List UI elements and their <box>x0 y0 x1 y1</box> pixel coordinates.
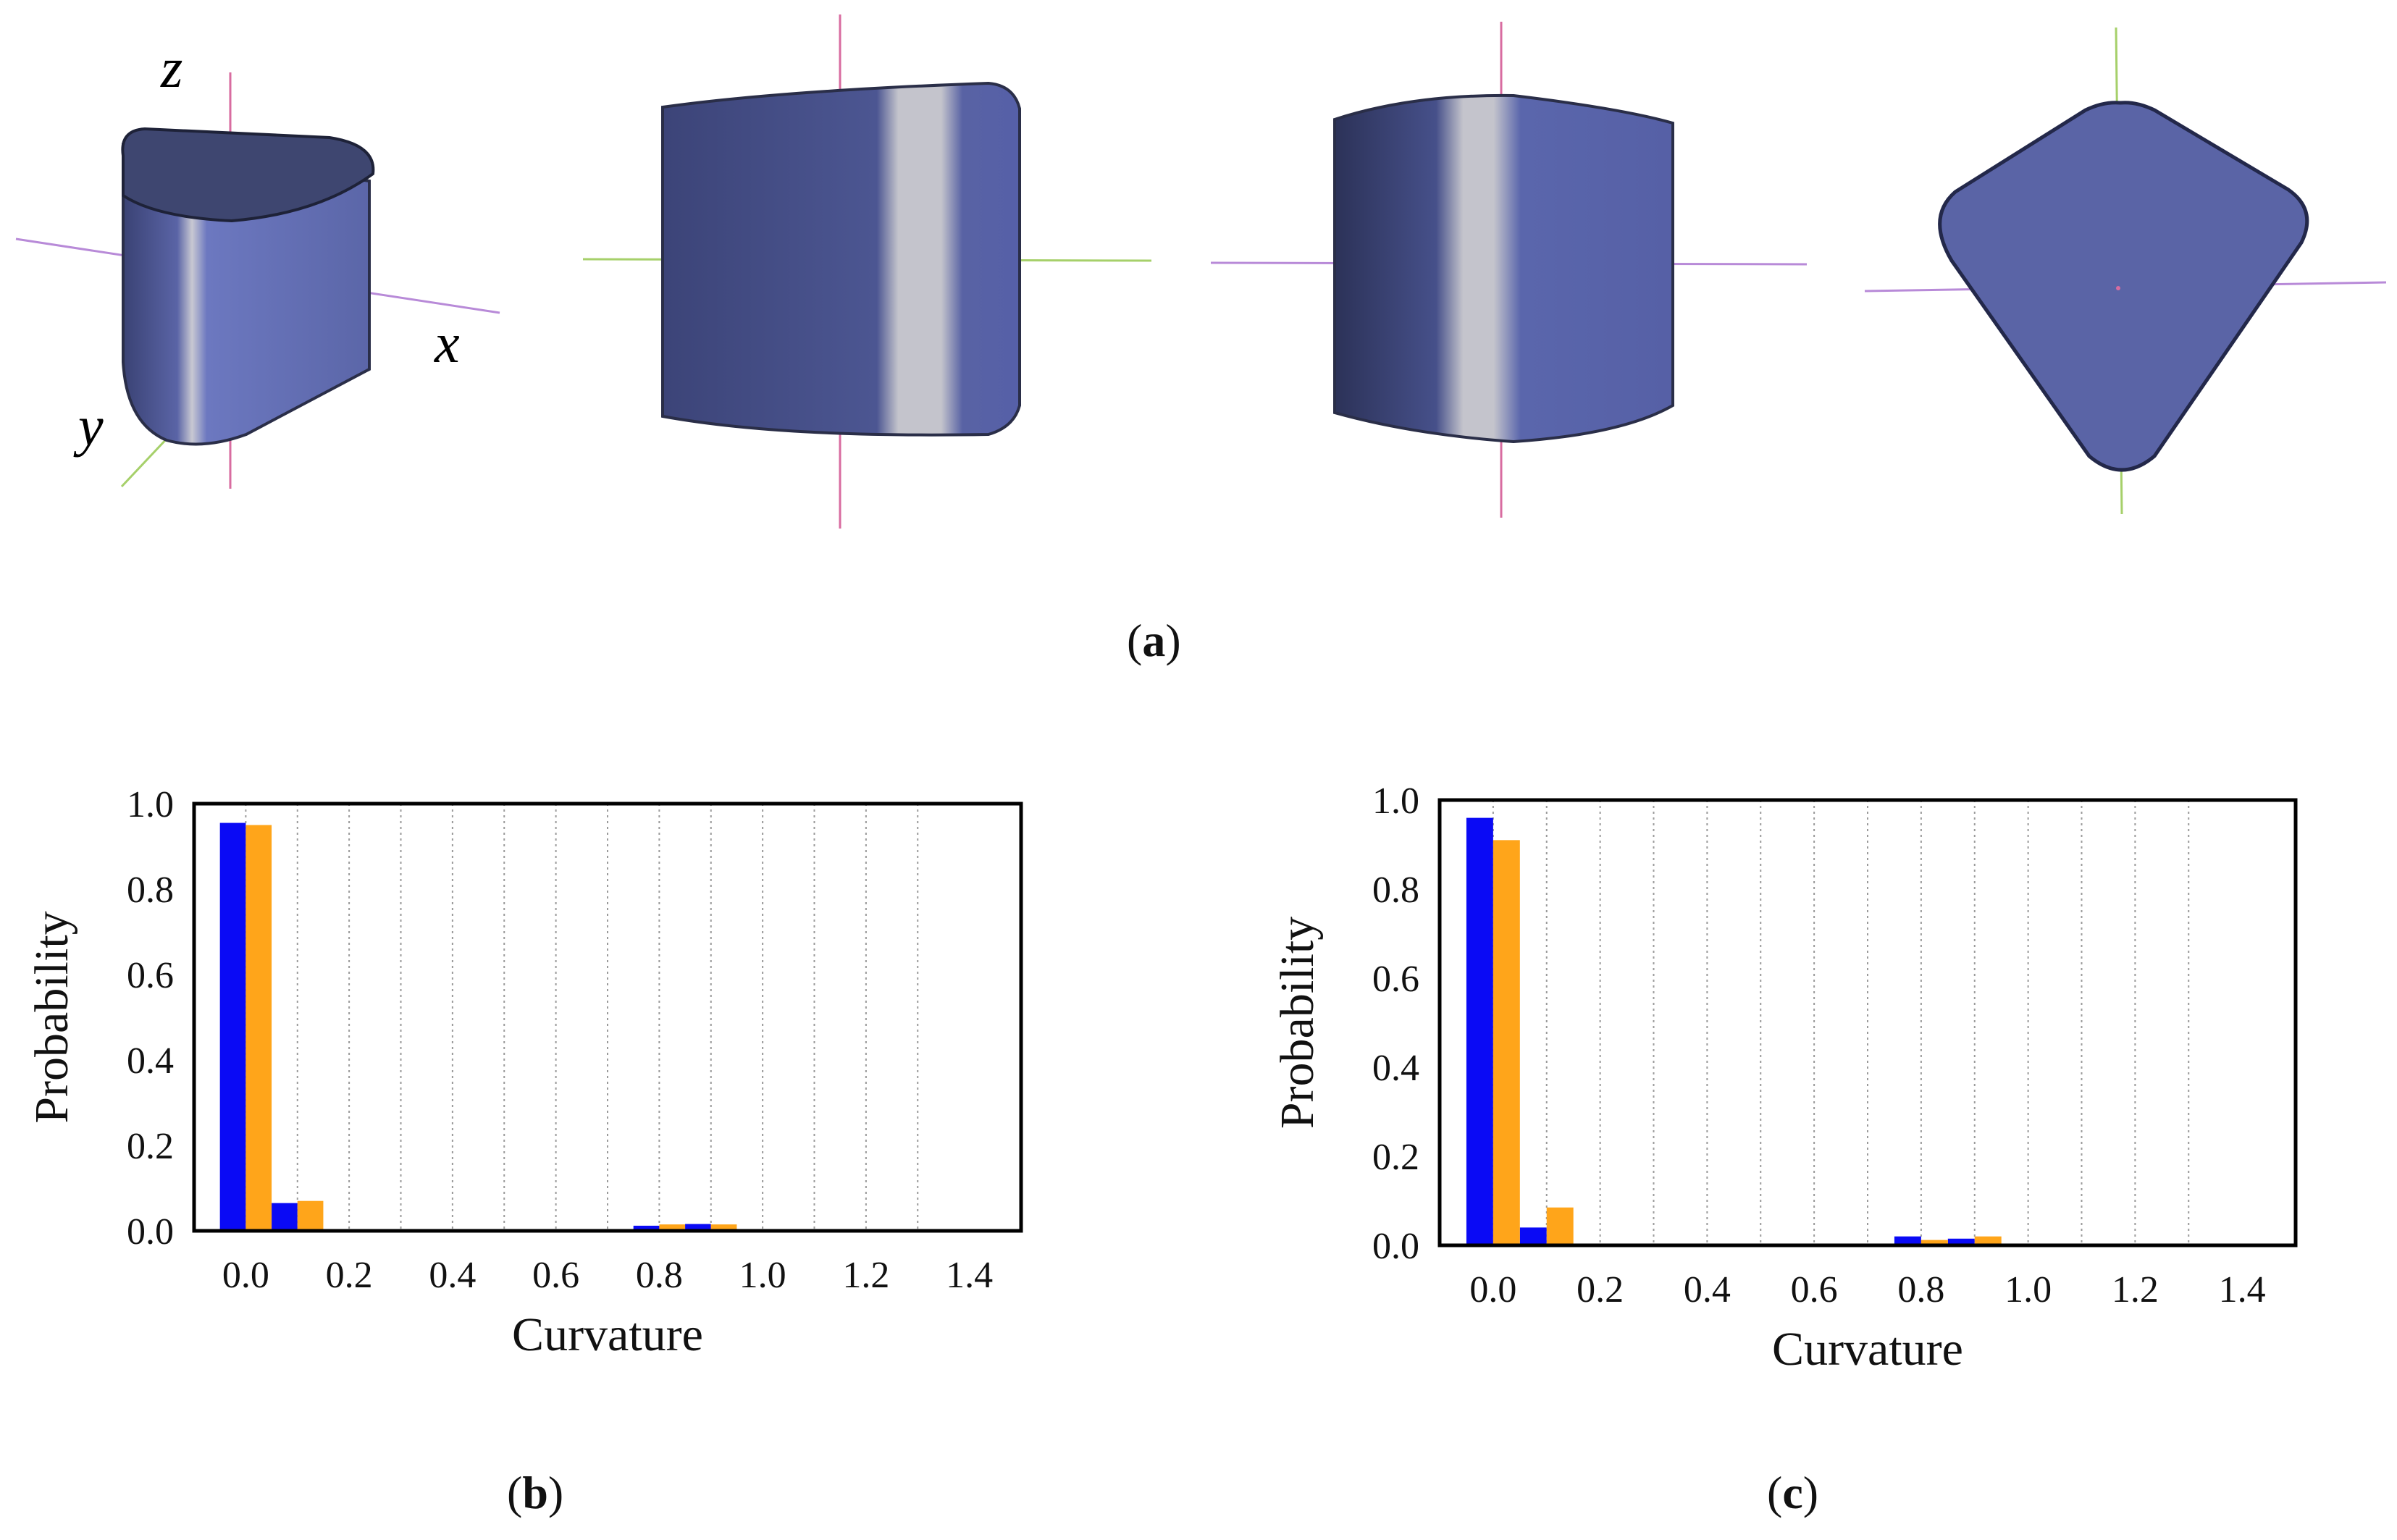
y-tick-label: 0.8 <box>127 870 174 911</box>
x-tick-label: 0.0 <box>1469 1269 1516 1310</box>
y-tick-label: 1.0 <box>1372 780 1419 822</box>
grid-lines <box>1492 800 2190 1245</box>
shape-views: z x y <box>15 14 2387 529</box>
panel-label-close: ) <box>547 1467 564 1518</box>
x-tick-label: 1.0 <box>739 1255 786 1296</box>
x-tick-label: 0.4 <box>1684 1269 1731 1310</box>
curvature-histogram-b: 0.0 0.2 0.4 0.6 0.8 1.0 0.0 0.2 0.4 0.6 0.8 1.0 1.2 1… <box>25 784 1023 1361</box>
plot-frame <box>1437 798 2298 1247</box>
panel-label-open: ( <box>1767 1467 1783 1518</box>
bar <box>633 1225 660 1231</box>
shape-side-face <box>1333 93 1674 444</box>
bar <box>272 1203 298 1231</box>
x-tick-label: 0.6 <box>1791 1269 1838 1310</box>
panel-label-open: ( <box>1127 615 1143 666</box>
y-axis-label: Probability <box>25 911 78 1123</box>
shape-top-face <box>1938 101 2309 472</box>
panel-label-close: ) <box>1802 1467 1819 1518</box>
panel-label-letter: b <box>522 1467 548 1518</box>
grid-lines <box>245 804 919 1231</box>
y-tick-label: 0.2 <box>1372 1137 1419 1178</box>
shape-top <box>121 127 375 223</box>
shape-front <box>661 81 1021 437</box>
x-tick-label: 0.8 <box>1897 1269 1944 1310</box>
panel-label-close: ) <box>1165 615 1181 666</box>
curvature-histogram-c: 0.0 0.2 0.4 0.6 0.8 1.0 0.0 0.2 0.4 0.6 0.8 1.0 1.2 1… <box>1271 780 2298 1376</box>
panel-label-letter: c <box>1782 1467 1803 1518</box>
y-tick-label: 0.4 <box>127 1040 174 1082</box>
y-tick-label: 0.2 <box>127 1126 174 1167</box>
shape-side <box>122 143 371 446</box>
bar <box>710 1224 737 1231</box>
y-tick-label: 0.0 <box>127 1211 174 1253</box>
bar <box>1894 1236 1921 1245</box>
plot-frame <box>192 801 1023 1233</box>
bar <box>685 1224 711 1231</box>
origin-dot <box>2116 286 2120 290</box>
bar <box>659 1224 686 1231</box>
x-tick-label: 1.0 <box>2005 1269 2052 1310</box>
y-tick-label: 0.4 <box>1372 1048 1419 1089</box>
y-tick-label: 0.0 <box>1372 1226 1419 1267</box>
y-tick-label: 0.6 <box>127 955 174 996</box>
panel-label-a: (a) <box>1127 614 1181 668</box>
bar <box>1974 1236 2002 1245</box>
bar <box>297 1200 324 1231</box>
axis-letter-y: y <box>73 395 104 458</box>
x-tick-label: 0.2 <box>326 1255 373 1296</box>
bar <box>1920 1240 1948 1245</box>
bar <box>1519 1227 1547 1245</box>
x-tick-label: 1.4 <box>946 1255 993 1296</box>
x-tick-label: 0.4 <box>429 1255 476 1296</box>
panel-label-open: ( <box>507 1467 523 1518</box>
x-tick-label: 1.2 <box>842 1255 889 1296</box>
front-view <box>582 14 1152 529</box>
bar <box>1947 1238 1975 1245</box>
x-tick-label: 1.4 <box>2219 1269 2266 1310</box>
panel-label-c: (c) <box>1767 1466 1818 1520</box>
panel-label-letter: a <box>1142 615 1166 666</box>
y-axis-label: Probability <box>1271 917 1324 1129</box>
x-tick-label: 1.2 <box>2112 1269 2159 1310</box>
panel-label-b: (b) <box>507 1466 563 1520</box>
side-view <box>1210 22 1808 518</box>
x-tick-label: 0.0 <box>222 1255 269 1296</box>
x-axis-label: Curvature <box>512 1308 703 1361</box>
isometric-view: z x y <box>15 36 500 489</box>
axis-letter-x: x <box>434 311 460 374</box>
top-view <box>1864 27 2387 515</box>
bar <box>1466 817 1493 1245</box>
y-tick-label: 1.0 <box>127 784 174 825</box>
x-axis-label: Curvature <box>1772 1323 1963 1376</box>
bar <box>1493 840 1520 1245</box>
axis-letter-z: z <box>160 36 182 99</box>
x-tick-label: 0.2 <box>1577 1269 1624 1310</box>
bar <box>245 825 272 1231</box>
bar <box>219 822 246 1231</box>
y-tick-label: 0.8 <box>1372 870 1419 911</box>
bar <box>1546 1207 1574 1245</box>
y-tick-label: 0.6 <box>1372 959 1419 1000</box>
x-tick-label: 0.6 <box>532 1255 579 1296</box>
x-tick-label: 0.8 <box>636 1255 683 1296</box>
